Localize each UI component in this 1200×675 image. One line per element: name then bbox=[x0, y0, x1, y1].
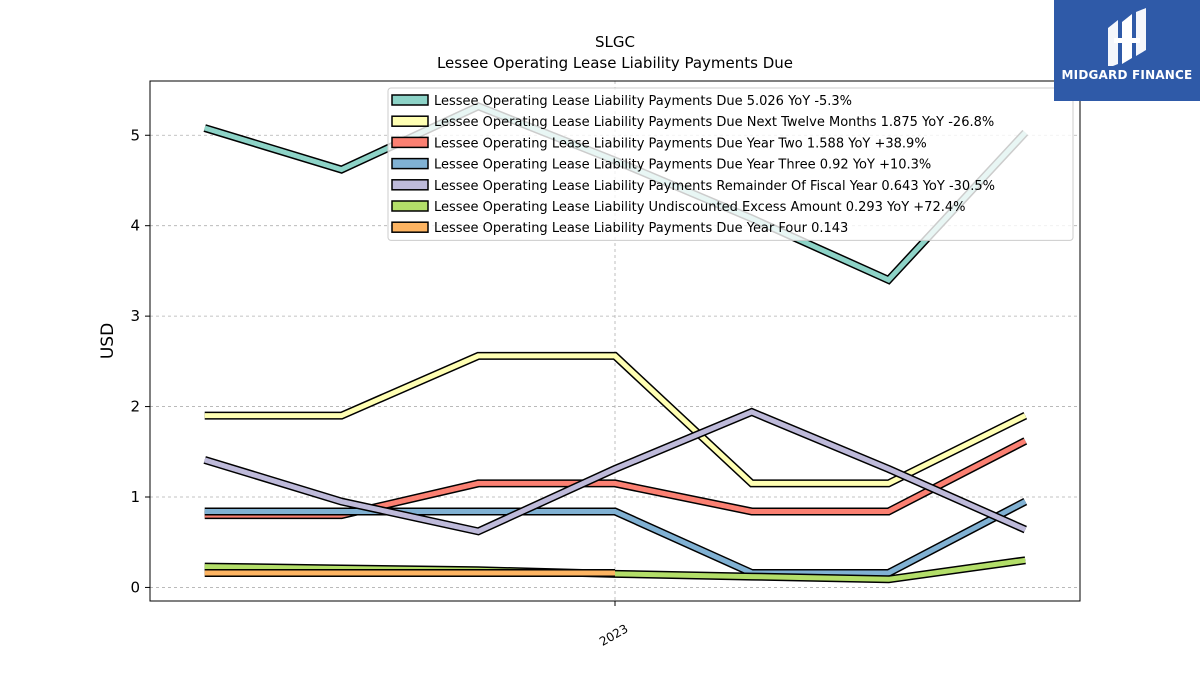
legend-swatch bbox=[391, 115, 429, 127]
chart-subtitle: Lessee Operating Lease Liability Payment… bbox=[437, 54, 793, 72]
y-tick-label: 0 bbox=[130, 578, 140, 596]
y-tick-label: 5 bbox=[130, 126, 140, 144]
logo-mark-icon bbox=[1108, 8, 1146, 66]
y-tick-label: 4 bbox=[130, 217, 140, 235]
legend-label: Lessee Operating Lease Liability Payment… bbox=[434, 221, 848, 236]
legend-swatch bbox=[391, 157, 429, 170]
series-line-4 bbox=[204, 497, 1028, 577]
legend-label: Lessee Operating Lease Liability Payment… bbox=[434, 136, 927, 151]
series-stroke bbox=[203, 409, 1027, 534]
series-stroke bbox=[204, 353, 1027, 486]
logo-text: MIDGARD FINANCE bbox=[1061, 68, 1193, 82]
legend-swatch bbox=[391, 221, 429, 233]
y-tick-label: 3 bbox=[130, 307, 140, 325]
legend-box bbox=[387, 87, 1074, 241]
brand-logo: MIDGARD FINANCE bbox=[1054, 0, 1200, 101]
series-stroke bbox=[204, 499, 1027, 576]
x-tick-label: 2023 bbox=[597, 621, 630, 648]
y-axis-label: USD bbox=[98, 323, 118, 359]
legend-label: Lessee Operating Lease Liability Payment… bbox=[434, 158, 931, 173]
legend-label: Lessee Operating Lease Liability Payment… bbox=[434, 115, 994, 130]
chart-title: SLGC bbox=[595, 33, 635, 51]
legend-swatch bbox=[391, 94, 429, 106]
legend: Lessee Operating Lease Liability Payment… bbox=[387, 87, 1074, 241]
legend-label: Lessee Operating Lease Liability Undisco… bbox=[434, 200, 965, 215]
legend-swatch bbox=[391, 200, 429, 212]
legend-swatch bbox=[391, 179, 429, 191]
series-line-5 bbox=[203, 407, 1027, 536]
legend-label: Lessee Operating Lease Liability Payment… bbox=[434, 94, 852, 109]
y-tick-label: 2 bbox=[130, 398, 140, 416]
legend-swatch bbox=[391, 136, 429, 149]
y-tick-label: 1 bbox=[130, 488, 140, 506]
legend-label: Lessee Operating Lease Liability Payment… bbox=[434, 179, 995, 194]
series-line-2 bbox=[204, 351, 1028, 488]
